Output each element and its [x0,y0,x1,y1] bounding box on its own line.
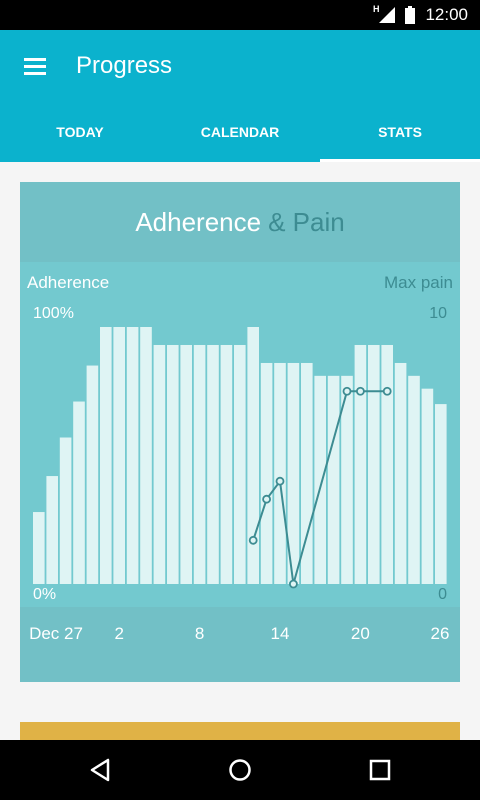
adherence-bar [73,401,85,584]
pain-point [262,494,272,504]
pain-point [382,386,392,396]
left-tick-bottom: 0% [33,586,56,603]
adherence-bar [46,476,58,584]
adherence-bar [287,362,300,584]
x-tick-label: Dec 27 [29,624,83,643]
adherence-bar [247,327,259,584]
chart-footer [20,607,460,682]
adherence-bar [354,344,367,584]
x-tick-label: 26 [430,624,450,643]
app-bar: Progress TODAY CALENDAR STATS [0,30,480,162]
adherence-bar [435,404,447,584]
battery-icon [405,6,416,24]
pain-line [248,386,392,589]
adherence-bar [193,344,206,584]
card-title-adherence: Adherence [135,206,262,237]
adherence-bar [220,344,233,584]
adherence-bar [421,388,434,584]
x-tick-label: 2 [114,624,124,643]
left-tick-top: 100% [33,305,74,322]
adherence-bar [274,362,286,584]
navigation-bar [0,740,480,800]
network-type-label: H [372,4,380,14]
adherence-bar [207,344,219,584]
tab-bar: TODAY CALENDAR STATS [0,102,480,162]
adherence-bar [368,344,380,584]
adherence-bar [381,344,393,584]
adherence-bar [140,327,152,584]
pain-point [355,386,365,396]
adherence-bar [314,375,326,584]
pain-point [342,386,352,396]
hamburger-menu-icon[interactable] [14,50,56,84]
adherence-bar [153,344,166,584]
adherence-bar [126,327,139,584]
adherence-bar [86,365,99,584]
adherence-bar [341,375,353,584]
adherence-bar [327,375,340,584]
adherence-bar [234,344,246,584]
adherence-bars [33,327,447,584]
tab-stats[interactable]: STATS [320,102,480,162]
pain-point [275,476,285,486]
signal-icon [379,7,396,23]
adherence-bar [180,344,192,584]
right-tick-top: 10 [429,305,447,322]
adherence-bar [301,362,313,584]
status-bar: H 12:00 [0,0,480,30]
adherence-bar [100,327,112,584]
adherence-bar [408,375,420,584]
right-tick-bottom: 0 [438,586,447,603]
tab-calendar[interactable]: CALENDAR [200,124,280,140]
adherence-bar [59,437,72,584]
tab-today[interactable]: TODAY [56,124,104,140]
adherence-pain-card: Adherence & Pain Adherence Max pain 100%… [20,182,460,682]
x-tick-label: 20 [350,624,370,643]
recents-icon[interactable] [360,752,400,788]
adherence-bar [167,344,179,584]
x-tick-label: 8 [194,624,205,643]
card-header: Adherence & Pain [20,182,460,262]
adherence-bar [394,362,407,584]
back-icon[interactable] [80,752,120,788]
home-icon[interactable] [220,752,260,788]
x-tick-label: 14 [270,624,290,643]
adherence-pain-chart: Adherence Max pain 100% 0% 10 0 [27,273,453,603]
status-time: 12:00 [425,5,468,24]
card-title-pain: & Pain [268,206,345,237]
adherence-bar [33,512,45,584]
pain-point [288,579,298,589]
adherence-bar [260,362,273,584]
adherence-bar [113,327,125,584]
page-title: Progress [76,52,173,79]
right-axis-label: Max pain [384,273,453,292]
left-axis-label: Adherence [27,273,109,292]
pain-point [248,535,258,545]
